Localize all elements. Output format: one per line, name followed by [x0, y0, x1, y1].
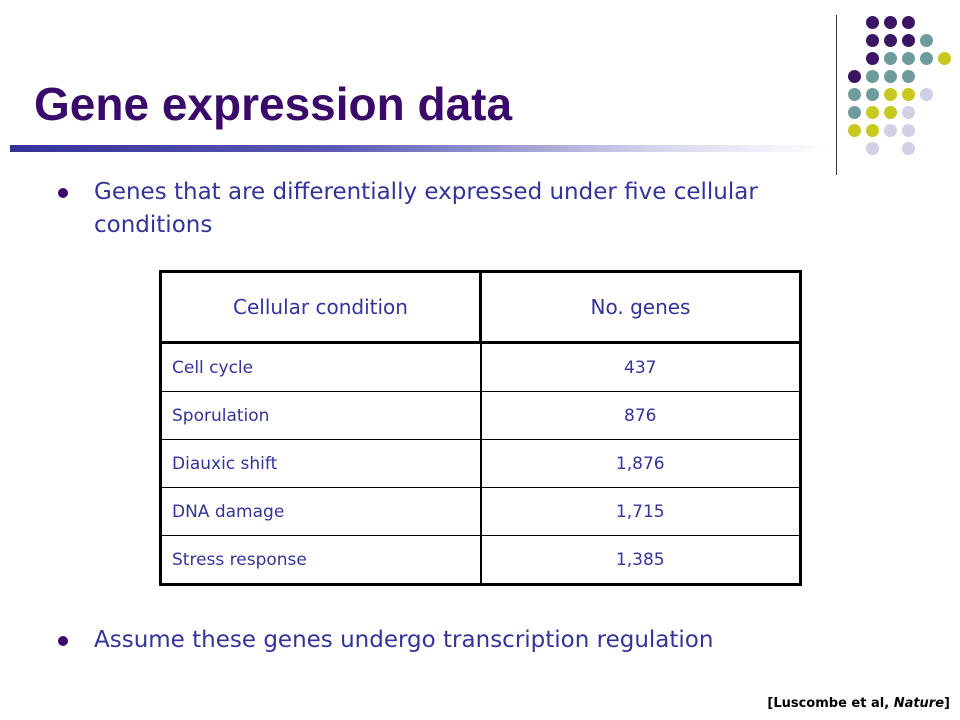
decorative-dot-icon: [884, 88, 897, 101]
citation-journal: Nature: [893, 696, 945, 711]
decorative-vertical-line: [836, 15, 837, 175]
condition-cell: Sporulation: [160, 391, 481, 440]
decorative-dot-icon: [866, 34, 879, 47]
condition-cell: Cell cycle: [160, 342, 481, 392]
decorative-dot-icon: [884, 34, 897, 47]
table-header-row: Cellular condition No. genes: [159, 270, 802, 344]
decorative-dot-icon: [902, 16, 915, 29]
slide-title: Gene expression data: [34, 78, 513, 130]
gene-count-cell: 437: [479, 342, 801, 392]
decorative-dot-icon: [866, 16, 879, 29]
decorative-dot-icon: [938, 52, 951, 65]
bullet-text-1: Genes that are differentially expressed …: [94, 179, 758, 238]
decorative-dot-icon: [848, 106, 861, 119]
citation-suffix: ]: [944, 696, 950, 711]
bullet-dot-icon: [58, 636, 68, 646]
gene-count-cell: 876: [479, 391, 801, 440]
citation: [Luscombe et al, Nature]: [767, 696, 950, 711]
header-no-genes: No. genes: [479, 270, 802, 344]
bullet-text-2: Assume these genes undergo transcription…: [94, 627, 714, 653]
decorative-dot-icon: [884, 124, 897, 137]
table-row: Cell cycle 437: [160, 342, 801, 392]
gene-count-table: Cellular condition No. genes Cell cycle …: [159, 270, 802, 586]
gene-count-cell: 1,876: [479, 439, 801, 488]
gene-count-cell: 1,715: [479, 487, 801, 536]
decorative-dot-icon: [902, 70, 915, 83]
decorative-dot-icon: [920, 88, 933, 101]
bullet-dot-icon: [58, 188, 68, 198]
decorative-dot-icon: [866, 142, 879, 155]
decorative-dot-icon: [866, 70, 879, 83]
table-row: DNA damage 1,715: [160, 487, 801, 536]
table-row: Sporulation 876: [160, 391, 801, 440]
decorative-dot-icon: [884, 52, 897, 65]
decorative-dot-icon: [920, 52, 933, 65]
table-row: Diauxic shift 1,876: [160, 439, 801, 488]
decorative-dot-icon: [884, 106, 897, 119]
title-underline-bar: [10, 145, 830, 152]
decorative-dot-icon: [866, 52, 879, 65]
condition-cell: Stress response: [160, 535, 481, 585]
decorative-dot-icon: [848, 124, 861, 137]
decorative-dot-icon: [902, 88, 915, 101]
decorative-dot-icon: [848, 88, 861, 101]
decorative-dot-icon: [902, 34, 915, 47]
decorative-dot-icon: [884, 16, 897, 29]
header-cellular-condition: Cellular condition: [159, 270, 482, 344]
citation-prefix: [Luscombe et al,: [767, 696, 894, 711]
condition-cell: Diauxic shift: [160, 439, 481, 488]
decorative-dot-icon: [866, 124, 879, 137]
decorative-dot-icon: [866, 106, 879, 119]
decorative-dot-icon: [902, 142, 915, 155]
decorative-dot-icon: [902, 124, 915, 137]
decorative-dot-icon: [920, 34, 933, 47]
decorative-dot-icon: [884, 70, 897, 83]
gene-count-cell: 1,385: [479, 535, 801, 585]
decorative-dot-icon: [902, 52, 915, 65]
decorative-dot-icon: [848, 70, 861, 83]
decorative-dot-grid: [848, 12, 958, 162]
table-row: Stress response 1,385: [160, 535, 801, 585]
condition-cell: DNA damage: [160, 487, 481, 536]
decorative-dot-icon: [902, 106, 915, 119]
decorative-dot-icon: [866, 88, 879, 101]
